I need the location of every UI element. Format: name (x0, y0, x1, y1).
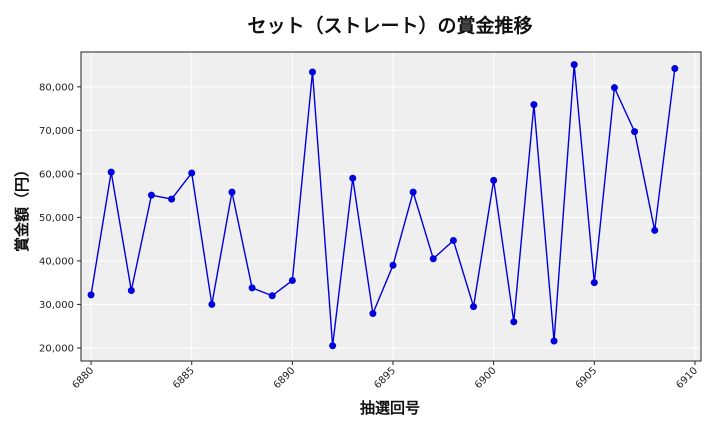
data-point (369, 310, 377, 318)
data-point (288, 276, 296, 284)
x-tick-label: 6895 (372, 365, 398, 391)
x-tick-label: 6885 (171, 365, 197, 391)
series-layer (87, 61, 679, 350)
x-tick-label: 6910 (674, 365, 700, 391)
x-tick-label: 6900 (473, 365, 499, 391)
x-axis-label: 抽選回号 (360, 399, 420, 417)
data-point (550, 337, 558, 345)
data-point (168, 195, 176, 203)
data-point (389, 261, 397, 269)
y-tick-label: 40,000 (39, 256, 74, 267)
data-point (470, 303, 478, 311)
y-tick-label: 30,000 (39, 300, 74, 311)
y-tick-label: 60,000 (39, 169, 74, 180)
data-point (248, 284, 256, 292)
data-point (308, 68, 316, 76)
data-point (268, 292, 276, 300)
x-tick-label: 6880 (70, 365, 96, 391)
data-point (510, 318, 518, 326)
data-point (228, 188, 236, 196)
data-point (107, 168, 115, 176)
y-tick-label: 50,000 (39, 213, 74, 224)
data-point (570, 61, 578, 69)
y-tick-label: 20,000 (39, 343, 74, 354)
data-point (409, 188, 417, 196)
data-point (671, 65, 679, 73)
data-point (449, 236, 457, 244)
data-point (329, 342, 337, 350)
x-tick-label: 6905 (574, 365, 600, 391)
data-point (610, 84, 618, 92)
x-tick-label: 6890 (272, 365, 298, 391)
data-point (188, 169, 196, 177)
y-tick-label: 80,000 (39, 82, 74, 93)
data-point (651, 226, 659, 234)
grid (81, 52, 701, 361)
data-point (127, 286, 135, 294)
data-point (147, 191, 155, 199)
plot-frame (80, 51, 702, 362)
data-point (349, 174, 357, 182)
data-point (590, 279, 598, 287)
chart-title: セット（ストレート）の賞金推移 (247, 14, 532, 37)
data-point (429, 255, 437, 263)
plot-area (81, 52, 701, 361)
data-point (530, 101, 538, 109)
data-point (87, 291, 95, 299)
data-point (490, 176, 498, 184)
y-tick-label: 70,000 (39, 126, 74, 137)
y-axis-label: 賞金額（円） (13, 162, 31, 252)
data-point (208, 300, 216, 308)
series-line (90, 64, 676, 346)
data-point (631, 128, 639, 136)
